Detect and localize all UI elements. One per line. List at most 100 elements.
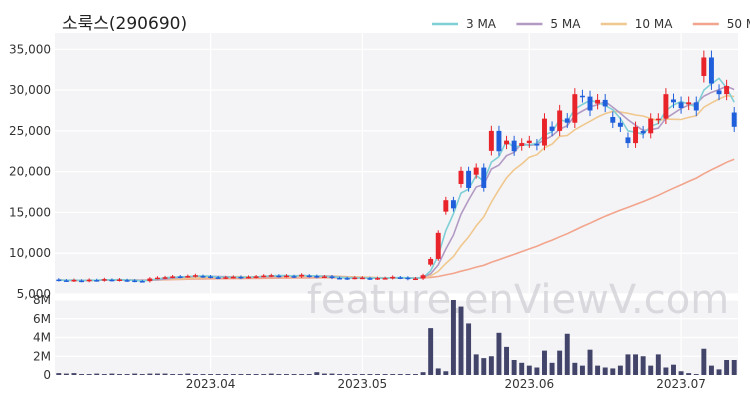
candle-body	[375, 278, 380, 280]
candle-body	[671, 99, 676, 103]
candle-body	[405, 277, 411, 280]
volume-bar	[549, 362, 555, 375]
volume-bar	[640, 356, 646, 375]
volume-bar	[192, 374, 198, 375]
candle-body	[147, 278, 153, 282]
candle-body	[71, 279, 77, 282]
candle-body	[686, 102, 692, 105]
candle-body	[238, 276, 244, 279]
volume-bar	[268, 373, 274, 375]
watermark: feature.enViewV.com	[307, 277, 729, 323]
candle-body	[496, 130, 502, 152]
y-tick-label: 20,000	[9, 165, 51, 179]
candle-body	[352, 277, 358, 280]
y-tick-label: 25,000	[9, 124, 51, 138]
candle-body	[648, 118, 654, 134]
candle-body	[549, 126, 555, 131]
candle-body	[617, 122, 623, 127]
volume-bar	[63, 373, 69, 375]
candle-body	[519, 143, 525, 146]
volume-bar	[132, 373, 138, 375]
candle-body	[306, 275, 312, 278]
candle-body	[534, 143, 540, 146]
candle-body	[79, 280, 85, 283]
volume-bar	[94, 373, 100, 375]
volume-bar	[329, 373, 335, 375]
volume-bar	[208, 374, 214, 375]
x-tick-label: 2023.06	[504, 377, 554, 391]
volume-bar	[291, 374, 297, 375]
candle-body	[610, 117, 616, 123]
candle-body	[435, 232, 441, 259]
candle-body	[291, 276, 297, 278]
candle-body	[542, 118, 547, 146]
volume-bar	[306, 374, 312, 375]
volume-bar	[283, 374, 289, 375]
candle-body	[526, 140, 532, 144]
volume-tick-label: 0	[43, 368, 51, 382]
volume-bar	[579, 365, 585, 375]
candle-body	[640, 131, 646, 134]
volume-bar	[261, 374, 267, 375]
candle-body	[595, 99, 601, 104]
volume-bar	[124, 374, 130, 375]
candle-body	[230, 276, 236, 279]
candle-body	[466, 170, 472, 188]
candle-body	[572, 94, 578, 123]
volume-bar	[321, 373, 327, 375]
volume-bar	[724, 360, 730, 375]
candle-body	[382, 278, 388, 280]
candle-body	[299, 274, 305, 277]
candle-body	[633, 126, 639, 144]
candle-body	[162, 277, 168, 279]
volume-bar	[693, 374, 699, 375]
volume-bar	[701, 348, 707, 375]
candle-body	[511, 140, 517, 152]
volume-bar	[253, 374, 259, 375]
volume-bar	[602, 367, 608, 375]
volume-bar	[655, 354, 661, 375]
volume-bar	[413, 374, 418, 375]
volume-bar	[625, 354, 631, 375]
y-tick-label: 30,000	[9, 83, 51, 97]
candle-body	[321, 276, 327, 278]
candle-body	[481, 167, 487, 188]
volume-bar	[496, 332, 502, 375]
candle-body	[413, 278, 418, 281]
candle-body	[678, 102, 684, 109]
volume-bar	[101, 374, 107, 375]
volume-bar	[473, 354, 479, 375]
volume-tick-label: 6M	[33, 312, 51, 326]
candle-body	[655, 118, 661, 121]
candle-body	[397, 277, 403, 279]
volume-bar	[200, 374, 206, 375]
candle-body	[390, 276, 396, 279]
volume-bar	[686, 373, 692, 375]
volume-bar	[526, 365, 532, 375]
candle-body	[443, 200, 449, 212]
volume-bar	[420, 372, 426, 375]
volume-bar	[382, 374, 388, 375]
candle-body	[716, 90, 722, 95]
candle-body	[579, 95, 585, 98]
candle-body	[86, 279, 92, 282]
candle-body	[731, 112, 737, 127]
volume-bar	[443, 371, 449, 375]
candle-body	[367, 278, 373, 280]
volume-bar	[466, 323, 472, 375]
candle-body	[337, 277, 343, 280]
volume-bar	[519, 362, 525, 375]
candle-body	[124, 280, 130, 282]
x-tick-label: 2023.07	[656, 377, 706, 391]
volume-bar	[731, 360, 737, 375]
volume-bar	[375, 374, 380, 375]
volume-bar	[359, 374, 365, 375]
volume-bar	[170, 374, 176, 375]
volume-bar	[367, 374, 373, 375]
candle-body	[625, 137, 631, 144]
candle-body	[557, 110, 563, 131]
y-tick-label: 5,000	[17, 287, 51, 301]
volume-bar	[344, 374, 350, 375]
candle-body	[132, 280, 138, 283]
